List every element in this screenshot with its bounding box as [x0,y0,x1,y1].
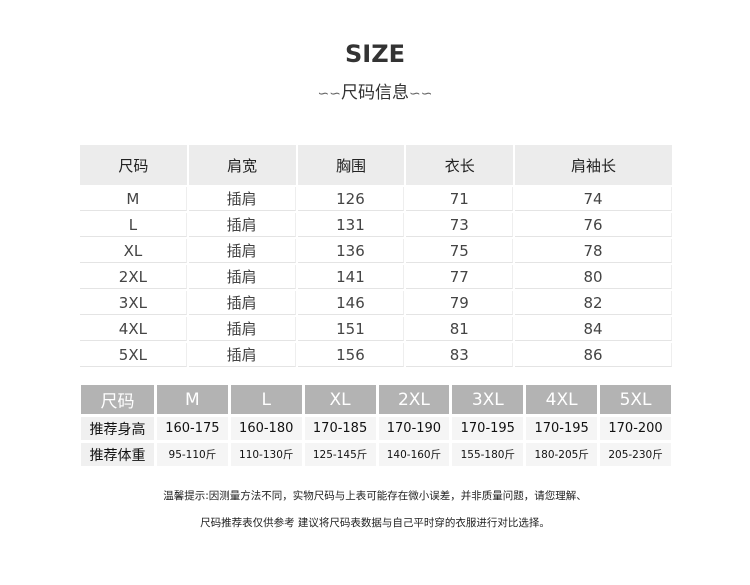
table-row: 2XL 插肩 141 77 80 [80,265,672,289]
table-cell: 110-130斤 [230,443,302,466]
table-cell: 75 [406,239,514,263]
page-subtitle: ∽∽尺码信息∽∽ [0,78,750,103]
note-line-2: 尺码推荐表仅供参考 建议将尺码表数据与自己平时穿的衣服进行对比选择。 [200,517,550,529]
table-cell: 156 [297,343,405,367]
table-row: M 插肩 126 71 74 [80,187,672,211]
size-table: 尺码 肩宽 胸围 衣长 肩袖长 M 插肩 126 71 74 L 插肩 131 73 76 XL 插肩 136 75… [78,143,674,369]
table-cell: L [80,213,187,237]
column-header: XL [304,385,376,414]
column-header: 肩袖长 [515,145,672,185]
table-cell: 插肩 [188,317,296,341]
table-cell: 插肩 [188,291,296,315]
column-header: 肩宽 [188,145,296,185]
table-cell: 插肩 [188,343,296,367]
table-cell: 131 [297,213,405,237]
table-cell: 160-175 [156,417,228,440]
table-cell: 151 [297,317,405,341]
row-label: 推荐体重 [81,443,154,466]
table-cell: M [80,187,187,211]
note-line-1: 温馨提示:因测量方法不同，实物尺码与上表可能存在微小误差，并非质量问题，请您理解… [163,490,587,502]
table-cell: 125-145斤 [304,443,376,466]
table-cell: 205-230斤 [600,443,671,466]
column-header: 衣长 [406,145,514,185]
table-cell: 83 [406,343,514,367]
table-cell: 160-180 [230,417,302,440]
page-title: SIZE [344,40,405,68]
table-cell: 3XL [80,291,187,315]
table-cell: XL [80,239,187,263]
table-cell: 170-190 [378,417,450,440]
table-cell: 插肩 [188,213,296,237]
table-cell: 77 [406,265,514,289]
column-header: 尺码 [81,385,154,414]
table-cell: 136 [297,239,405,263]
swirl-left-decoration: ∽∽ [317,86,341,102]
table-cell: 71 [406,187,514,211]
table-cell: 180-205斤 [526,443,598,466]
table-row: 推荐体重 95-110斤 110-130斤 125-145斤 140-160斤 155-1… [81,443,671,466]
table-cell: 73 [406,213,514,237]
table-cell: 80 [515,265,672,289]
table-cell: 插肩 [188,187,296,211]
table-cell: 5XL [80,343,187,367]
swirl-right-decoration: ∽∽ [409,86,433,102]
column-header: M [156,385,228,414]
column-header: 5XL [600,385,671,414]
table-cell: 86 [515,343,672,367]
table-cell: 155-180斤 [452,443,524,466]
table-cell: 2XL [80,265,187,289]
table-cell: 170-195 [526,417,598,440]
column-header: 胸围 [297,145,405,185]
table-cell: 140-160斤 [378,443,450,466]
column-header: 4XL [526,385,598,414]
table-cell: 81 [406,317,514,341]
row-label: 推荐身高 [81,417,154,440]
table-row: 5XL 插肩 156 83 86 [80,343,672,367]
table-row: 推荐身高 160-175 160-180 170-185 170-190 170-195 1… [81,417,671,440]
table-cell: 146 [297,291,405,315]
table-cell: 插肩 [188,239,296,263]
table-cell: 4XL [80,317,187,341]
table-row: L 插肩 131 73 76 [80,213,672,237]
table-cell: 126 [297,187,405,211]
subtitle-text: 尺码信息 [341,83,409,103]
column-header: 2XL [378,385,450,414]
table-cell: 84 [515,317,672,341]
table-cell: 170-185 [304,417,376,440]
column-header: L [230,385,302,414]
table-cell: 82 [515,291,672,315]
table-row: XL 插肩 136 75 78 [80,239,672,263]
table-cell: 插肩 [188,265,296,289]
table-row: 4XL 插肩 151 81 84 [80,317,672,341]
column-header: 尺码 [80,145,187,185]
table-cell: 76 [515,213,672,237]
table-cell: 95-110斤 [156,443,228,466]
table-cell: 141 [297,265,405,289]
table-cell: 74 [515,187,672,211]
table-cell: 78 [515,239,672,263]
table-cell: 79 [406,291,514,315]
column-header: 3XL [452,385,524,414]
recommend-table: 尺码 M L XL 2XL 3XL 4XL 5XL 推荐身高 160-175 160-180 170-… [78,382,674,469]
table-cell: 170-200 [600,417,671,440]
table-row: 3XL 插肩 146 79 82 [80,291,672,315]
table-cell: 170-195 [452,417,524,440]
